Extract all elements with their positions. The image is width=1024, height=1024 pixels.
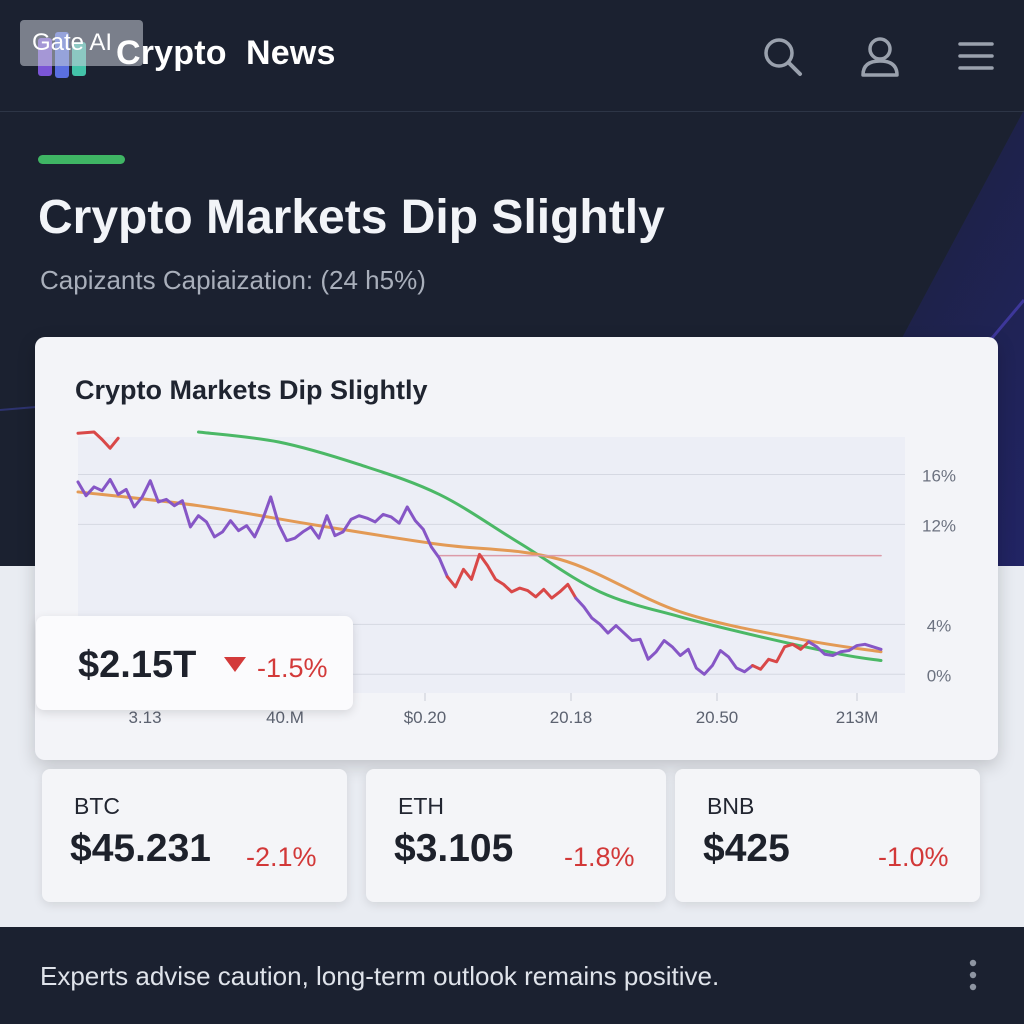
series-line-segment bbox=[445, 552, 578, 600]
x-tick-label: 20.50 bbox=[696, 708, 739, 727]
accent-bar bbox=[38, 155, 125, 164]
market-cap-box: $2.15T -1.5% bbox=[36, 616, 353, 710]
more-options-icon[interactable] bbox=[958, 955, 988, 995]
x-tick-label: $0.20 bbox=[404, 708, 447, 727]
series-line-segment bbox=[807, 640, 883, 658]
coin-card-eth[interactable]: ETH $3.105 -1.8% bbox=[366, 769, 666, 902]
coin-change: -1.8% bbox=[564, 842, 635, 872]
headline: Crypto Markets Dip Slightly bbox=[38, 191, 665, 244]
footer-bar: Experts advise caution, long-term outloo… bbox=[0, 927, 1024, 1024]
coin-symbol: BTC bbox=[74, 793, 120, 819]
series-line bbox=[76, 430, 120, 450]
y-tick-label: 16% bbox=[922, 466, 956, 485]
y-tick-label: 12% bbox=[922, 516, 956, 535]
coin-change: -2.1% bbox=[246, 842, 317, 872]
profile-button[interactable] bbox=[856, 32, 904, 80]
coin-price: $45.231 bbox=[70, 827, 211, 870]
market-cap-subtitle: Capizants Capiaization: (24 h5%) bbox=[40, 265, 426, 295]
footer-text: Experts advise caution, long-term outloo… bbox=[40, 961, 720, 991]
y-tick-label: 0% bbox=[927, 666, 952, 685]
series-line bbox=[196, 430, 883, 663]
x-tick-label: 40.M bbox=[266, 708, 304, 727]
user-icon bbox=[861, 37, 899, 77]
chart-title: Crypto Markets Dip Slightly bbox=[75, 375, 428, 405]
x-tick-label: 20.18 bbox=[550, 708, 593, 727]
x-tick-label: 3.13 bbox=[128, 708, 161, 727]
app-title: Crypto News bbox=[116, 34, 336, 72]
coin-symbol: BNB bbox=[707, 793, 755, 819]
series-line-segment bbox=[751, 640, 811, 671]
market-cap-change: -1.5% bbox=[257, 653, 328, 683]
market-cap-value: $2.15T bbox=[78, 644, 197, 686]
series-line-segment bbox=[76, 477, 449, 579]
x-tick-label: 213M bbox=[836, 708, 879, 727]
y-tick-label: 4% bbox=[927, 616, 952, 635]
coin-price: $3.105 bbox=[394, 827, 514, 870]
watermark: Gate AI bbox=[20, 20, 143, 66]
series-line-segment bbox=[574, 596, 755, 676]
coin-price: $425 bbox=[703, 827, 790, 870]
menu-icon bbox=[958, 42, 994, 70]
search-button[interactable] bbox=[758, 32, 806, 80]
coin-symbol: ETH bbox=[398, 793, 444, 819]
chart-card: Crypto Markets Dip Slightly 16% 12% 4% 0% 3… bbox=[35, 337, 998, 760]
down-arrow-icon bbox=[224, 657, 246, 672]
top-bar: Gate AI Crypto News bbox=[0, 0, 1024, 112]
coin-card-btc[interactable]: BTC $45.231 -2.1% bbox=[42, 769, 347, 902]
series-line bbox=[76, 490, 883, 654]
menu-button[interactable] bbox=[952, 32, 1000, 80]
coin-card-bnb[interactable]: BNB $425 -1.0% bbox=[675, 769, 980, 902]
coin-change: -1.0% bbox=[878, 842, 949, 872]
search-icon bbox=[764, 38, 802, 76]
